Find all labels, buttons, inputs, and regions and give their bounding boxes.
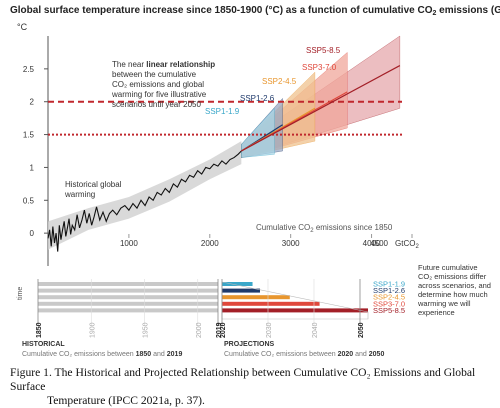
y-tick-label: 2.5 [23,65,35,74]
svg-text:PROJECTIONS: PROJECTIONS [224,341,275,348]
series-label: SSP2-4.5 [262,77,297,86]
timeline-axis-label: time [17,287,24,300]
timeline-note: Future cumulative CO₂ emissions differ a… [417,263,491,317]
x-axis-unit: GtCO2 [395,239,419,250]
series-label: SSP1-1.9 [205,107,240,116]
svg-text:HISTORICAL: HISTORICAL [22,341,65,348]
timeline-historical-bar [38,301,218,306]
svg-text:determine how much: determine how much [418,290,488,299]
figure-caption: Figure 1. The Historical and Projected R… [10,366,494,408]
y-tick-label: 0.5 [23,196,35,205]
svg-text:CO₂ emissions differ: CO₂ emissions differ [418,272,487,281]
timeline-year-label: 1900 [89,322,96,338]
x-tick-label: 4000 [363,239,381,248]
svg-text:between the cumulative: between the cumulative [112,70,197,79]
y-tick-label: 2 [30,98,35,107]
timeline-projection-bar [222,288,260,293]
timeline-historical-bar [38,308,218,313]
x-axis-label: Cumulative CO2 emissions since 1850 [256,223,393,234]
y-tick-label: 1.5 [23,131,35,140]
projections-caption: PROJECTIONS Cumulative CO₂ emissions bet… [224,341,384,358]
timeline-historical-bar [38,295,218,300]
timeline-wedge [221,281,369,320]
timeline-year-label: 1850 [36,322,43,338]
y-tick-label: 0 [30,229,35,238]
linear-annotation: The near linear relationship between the… [111,60,215,109]
timeline-projection-bar [222,301,320,306]
timeline-row-label: SSP3-7.0 [373,299,405,308]
timeline-projection-bar [222,308,368,313]
svg-text:The near linear relationship: The near linear relationship [112,60,215,69]
uncertainty-bands [48,35,401,250]
y-tick-label: 1 [30,163,35,172]
svg-text:warming: warming [64,190,95,199]
series-lines [47,65,401,252]
chart-title: Global surface temperature increase sinc… [10,5,500,17]
historical-label: Historical global warming [64,180,122,199]
x-tick-label: 3000 [282,239,300,248]
timeline-historical-bar [38,288,218,293]
timeline-year-label: 2040 [312,322,319,338]
historical-warming-line [47,150,242,252]
svg-text:Cumulative CO₂ emissions betwe: Cumulative CO₂ emissions between 2020 an… [224,351,384,358]
timeline-year-label: 2000 [196,322,203,338]
x-tick-label: 1000 [120,239,138,248]
series-label: SSP5-8.5 [306,46,341,55]
historical-caption: HISTORICAL Cumulative CO₂ emissions betw… [22,341,182,358]
timeline-year-label: 2019 [216,322,223,338]
timeline-row-label: SSP5-8.5 [373,306,405,315]
svg-text:warming for five illustrative: warming for five illustrative [111,90,207,99]
y-axis-label: °C [17,22,28,32]
y-ticks: 0 0.5 1 1.5 2 2.5 [23,65,48,238]
svg-text:scenarios until year 2050: scenarios until year 2050 [112,100,201,109]
timeline-projection-bar [222,295,290,300]
series-label: SSP3-7.0 [302,63,337,72]
reference-lines [48,100,402,136]
timeline-row-label: SSP1-1.9 [373,280,405,289]
timeline-year-label: 2030 [266,322,273,338]
timeline-year-label: 1950 [143,322,150,338]
timeline-year-label: 2020 [220,322,227,338]
svg-text:across scenarios, and: across scenarios, and [418,281,491,290]
caption-line-2: Temperature (IPCC 2021a, p. 37). [47,394,205,407]
caption-line-1: Figure 1. The Historical and Projected R… [10,366,476,393]
emissions-timeline: time SSP1-1.9SSP1-2.6SSP2-4.5SSP3-7.0SSP… [17,263,491,358]
timeline-projection-bar [222,282,253,286]
timeline-year-label: 2050 [358,322,365,338]
timeline-row-label: SSP1-2.6 [373,286,405,295]
svg-text:Historical global: Historical global [65,180,122,189]
svg-text:Future cumulative: Future cumulative [418,263,478,272]
title-subscript: 2 [433,10,437,17]
series-line [241,65,401,152]
timeline-historical-bar [38,282,218,286]
svg-text:warming we will: warming we will [417,299,471,308]
x-tick-label: 2000 [201,239,219,248]
historical-uncertainty-band [48,141,242,250]
svg-text:Cumulative CO₂ emissions betwe: Cumulative CO₂ emissions between 1850 an… [22,351,182,358]
svg-text:CO₂ emissions and global: CO₂ emissions and global [112,80,204,89]
x-tick-label: 4500 [370,239,388,248]
timeline-row-label: SSP2-4.5 [373,293,405,302]
series-label: SSP1-2.6 [240,94,275,103]
svg-text:experience: experience [418,308,455,317]
